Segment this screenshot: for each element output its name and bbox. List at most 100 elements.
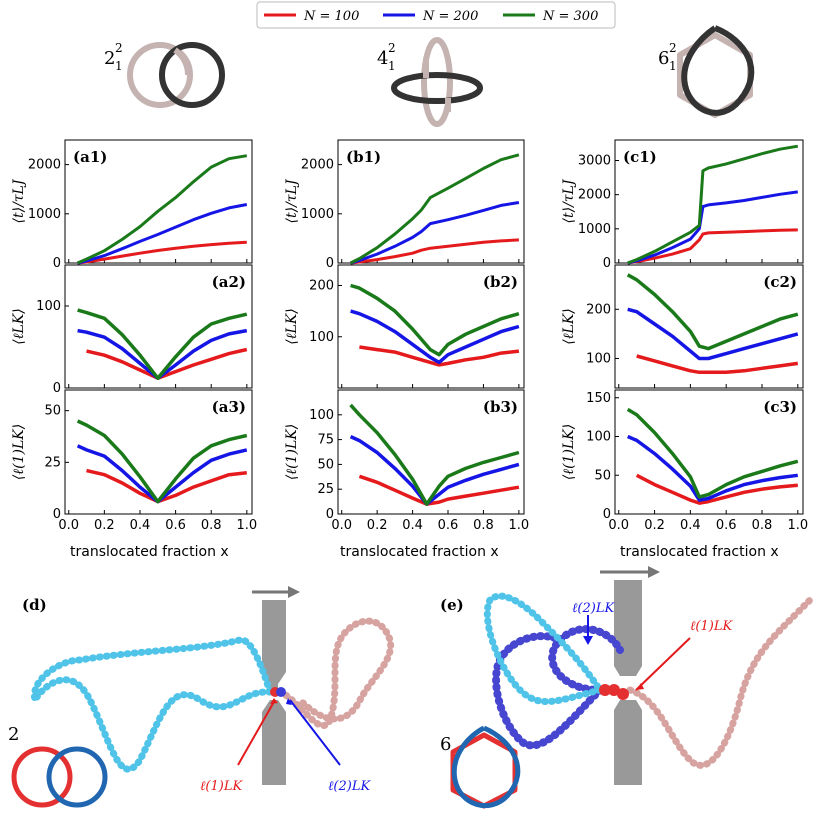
lk1-label-e: ℓ(1)LK (690, 619, 733, 634)
series-line-N100 (358, 474, 520, 506)
series-line-N100 (627, 228, 798, 265)
chart-panel-b2: 100 200 (b2) ⟨ℓLK⟩ (284, 264, 525, 389)
ylabel: ⟨t⟩/τLJ (11, 178, 27, 223)
ytick-label: 0 (53, 381, 61, 396)
chart-panel-b1: 0 1000 2000 (b1) ⟨t⟩/τLJ (284, 139, 525, 271)
series-line-N100 (636, 354, 799, 375)
series-line-N200 (627, 190, 798, 265)
knot-label-6: 6 (658, 48, 669, 69)
xtick-label: 0.2 (644, 518, 665, 533)
ytick-label: 0 (603, 507, 611, 522)
series-line-N300 (76, 419, 248, 504)
knot-2-2-1-small: 2 (8, 724, 108, 808)
lk2-label-e: ℓ(2)LK (572, 601, 615, 616)
axes-frame (64, 139, 253, 264)
series-line-N300 (626, 273, 799, 351)
xtick-label: 0.8 (201, 518, 222, 533)
ytick-label: 50 (594, 468, 611, 483)
xtick-label: 0.8 (752, 518, 773, 533)
xlabel-b: translocated fraction x (340, 544, 499, 560)
ytick-label: 25 (317, 482, 334, 497)
ytick-label: 200 (309, 279, 334, 294)
series-line-N100 (77, 240, 247, 265)
panel-label-d: (d) (22, 596, 47, 614)
ytick-label: 0 (53, 507, 61, 522)
chart-panel-b3: 0 25 50 75 100 0.0 0.2 0.4 0.6 0.8 1.0 (b3) ⟨ℓ(1)LK⟩ (284, 389, 530, 533)
ytick-label: 2000 (28, 158, 61, 173)
knot-label-2: 2 (104, 48, 115, 69)
knot-label-6-sup: 2 (669, 41, 677, 55)
ytick-label: 200 (586, 302, 611, 317)
xtick-label: 0.4 (680, 518, 701, 533)
ytick-label: 0 (603, 256, 611, 271)
ytick-label: 100 (309, 408, 334, 423)
chart-panel-a1: 0 1000 2000 (a1) ⟨t⟩/τLJ (11, 139, 253, 271)
xtick-label: 0.8 (473, 518, 494, 533)
ytick-label: 1000 (578, 222, 611, 237)
knot-label-4-sup: 2 (388, 41, 396, 55)
xtick-label: 1.0 (787, 518, 808, 533)
xlabel-a: translocated fraction x (70, 544, 229, 560)
legend-label-n300: N = 300 (542, 9, 598, 24)
legend-label-n100: N = 100 (303, 9, 359, 24)
panel-label: (b1) (346, 148, 381, 166)
series-line-N300 (349, 153, 520, 265)
panel-label: (c2) (763, 273, 797, 291)
series-line-N100 (359, 345, 520, 367)
ytick-label: 100 (309, 330, 334, 345)
axes-frame (614, 389, 804, 515)
knot-4-2-1-drawing: 4 2 1 (377, 37, 483, 127)
panel-label: (b2) (483, 273, 518, 291)
knot-d-label: 2 (8, 724, 19, 745)
panel-label: (a3) (212, 398, 246, 416)
lk1-label-d: ℓ(1)LK (200, 779, 243, 794)
chart-panel-a2: 0 100 (a2) ⟨ℓLK⟩ (11, 264, 253, 396)
xtick-label: 0.2 (94, 518, 115, 533)
series-line-N300 (626, 407, 799, 499)
panel-d: (d) 2 ℓ(1)LK ℓ(2)LK (8, 586, 395, 808)
knot-label-2-sup: 2 (115, 41, 123, 55)
panel-label: (a2) (212, 273, 246, 291)
panel-label: (c1) (623, 148, 657, 166)
xtick-label: 0.0 (58, 518, 79, 533)
xtick-label: 0.4 (130, 518, 151, 533)
ylabel: ⟨ℓ(1)LK⟩ (11, 424, 27, 480)
ytick-label: 100 (586, 351, 611, 366)
series-line-N300 (76, 154, 248, 265)
ylabel: ⟨t⟩/τLJ (561, 178, 577, 223)
series-line-N200 (627, 307, 799, 361)
ylabel: ⟨t⟩/τLJ (284, 178, 300, 223)
xtick-label: 0.0 (608, 518, 629, 533)
axes-frame (337, 389, 525, 515)
axes-frame (64, 264, 253, 389)
ytick-label: 50 (44, 404, 61, 419)
series-line-N200 (350, 309, 520, 365)
legend-label-n200: N = 200 (422, 9, 478, 24)
knot-6-2-1-small: 6 (440, 725, 521, 809)
ytick-label: 0 (326, 507, 334, 522)
xtick-label: 0.2 (367, 518, 388, 533)
series-line-N300 (350, 283, 520, 357)
ytick-label: 3000 (578, 154, 611, 169)
xtick-label: 0.4 (402, 518, 423, 533)
xtick-label: 1.0 (509, 518, 530, 533)
xtick-label: 1.0 (236, 518, 257, 533)
chart-panel-a3: 0 25 50 0.0 0.2 0.4 0.6 0.8 1.0 (a3) ⟨ℓ(1)LK⟩ (11, 389, 257, 533)
ytick-label: 100 (36, 299, 61, 314)
panel-label: (a1) (73, 148, 107, 166)
axes-frame (614, 139, 804, 264)
ytick-label: 0 (326, 256, 334, 271)
xtick-label: 0.0 (331, 518, 352, 533)
chart-panel-c2: 100 200 (c2) ⟨ℓLK⟩ (561, 264, 804, 389)
ytick-label: 2000 (301, 158, 334, 173)
ytick-label: 75 (317, 433, 334, 448)
ytick-label: 150 (586, 391, 611, 406)
panel-label: (c3) (763, 398, 797, 416)
knot-label-4-sub: 1 (388, 59, 396, 73)
ytick-label: 50 (317, 457, 334, 472)
knot-label-6-sub: 1 (669, 59, 677, 73)
legend: N = 100 N = 200 N = 300 (256, 1, 616, 29)
ytick-label: 2000 (578, 188, 611, 203)
series-line-N200 (627, 434, 799, 502)
